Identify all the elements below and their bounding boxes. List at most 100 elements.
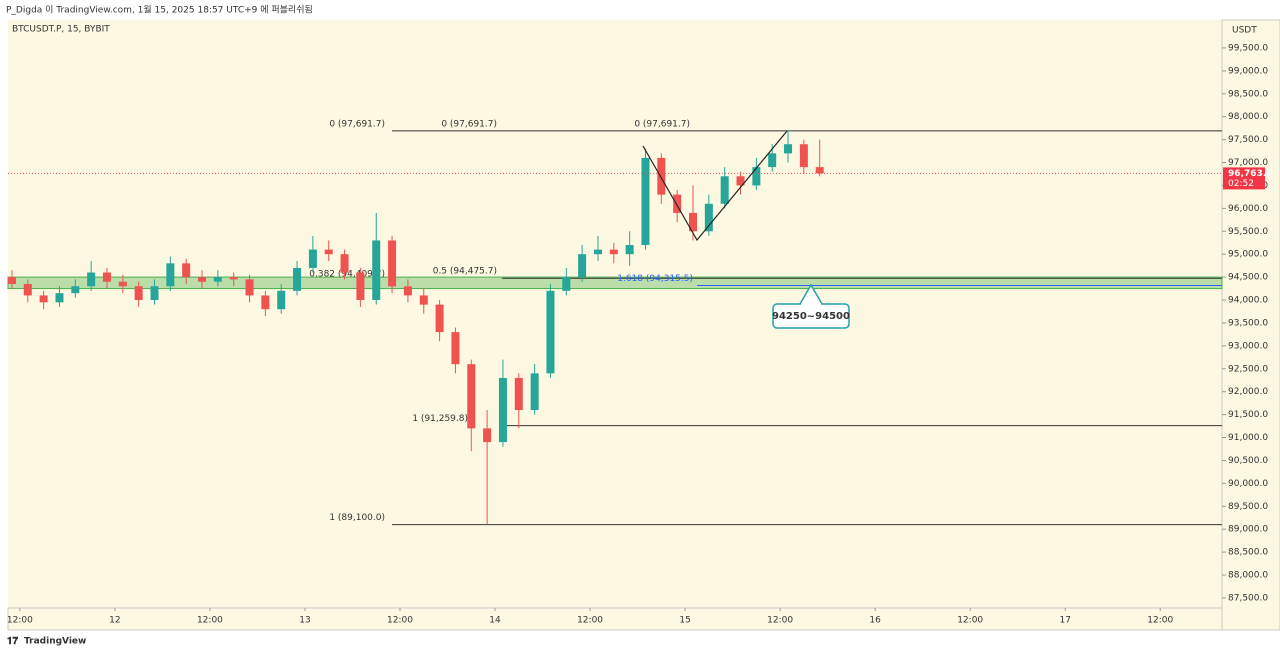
candle-body [815, 167, 824, 174]
candle-body [182, 263, 191, 278]
candle-body [752, 167, 761, 186]
y-tick-label: 95,000.0 [1228, 250, 1268, 260]
layer: 87,500.0 88,000.0 88,500.0 89,000.0 89,500.0… [7, 43, 1273, 625]
x-tick-label: 12:00 [7, 616, 33, 626]
candle-body [229, 277, 238, 280]
callout-label: 94250~94500 [772, 311, 850, 322]
brand: TradingView [24, 637, 86, 647]
x-tick-label: 12:00 [387, 616, 413, 626]
y-tick-label: 92,500.0 [1228, 364, 1268, 374]
fib-label: 0.382 (94,409.7) [309, 270, 385, 280]
candle-body [87, 272, 96, 287]
fib-label: 1.618 (94,315.5) [617, 274, 693, 284]
candle-body [562, 277, 571, 291]
candle-body [198, 277, 207, 282]
candle-body [768, 153, 777, 168]
plot-area [8, 20, 1222, 608]
candle-body [7, 277, 16, 284]
candle-body [150, 286, 159, 301]
candle-body [293, 267, 302, 291]
x-tick-label: 15 [679, 616, 690, 626]
y-tick-label: 99,000.0 [1228, 66, 1268, 76]
candle-body [784, 144, 793, 154]
y-tick-label: 93,000.0 [1228, 341, 1268, 351]
x-tick-label: 12:00 [577, 616, 603, 626]
y-tick-label: 97,500.0 [1228, 135, 1268, 145]
candle-body [324, 249, 333, 255]
candle-body [799, 144, 808, 168]
fib-label: 1 (89,100.0) [329, 513, 385, 523]
candle-body [578, 254, 587, 278]
y-tick-label: 98,000.0 [1228, 112, 1268, 122]
candle-body [261, 295, 270, 310]
candle-body [625, 245, 634, 255]
y-tick-label: 87,500.0 [1228, 593, 1268, 603]
candle-body [55, 293, 64, 303]
x-tick-label: 14 [489, 616, 501, 626]
candle-body [609, 249, 618, 255]
candle-body [23, 283, 32, 296]
candle-body [530, 373, 539, 411]
support-zone [7, 276, 1223, 290]
fib-label: 1 (91,259.8) [412, 414, 468, 424]
y-tick-label: 95,500.0 [1228, 227, 1268, 237]
pattern-line [642, 130, 788, 242]
candle-body [308, 249, 317, 268]
price-axis [1221, 19, 1280, 631]
candle-body [736, 176, 745, 186]
symbol: BTCUSDT.P, 15, BYBIT [12, 25, 110, 35]
candle-body [467, 364, 476, 429]
y-tick-label: 98,500.0 [1228, 89, 1268, 99]
candle-body [388, 240, 397, 287]
candle-body [593, 249, 602, 255]
fib-label: 0.5 (94,475.7) [433, 267, 497, 277]
candle-body [245, 279, 254, 296]
x-tick-label: 13 [299, 616, 310, 626]
candle-body [213, 277, 222, 282]
x-tick-label: 12:00 [197, 616, 223, 626]
time-axis [7, 607, 1223, 631]
y-tick-label: 91,500.0 [1228, 410, 1268, 420]
x-tick-label: 12:00 [957, 616, 983, 626]
fib-label: 0 (97,691.7) [634, 119, 690, 129]
x-tick-label: 12:00 [1147, 616, 1173, 626]
candle-body [372, 240, 381, 301]
candle-body [514, 377, 523, 411]
candle-body [134, 286, 143, 301]
fib-label: 0 (97,691.7) [441, 119, 497, 129]
brand-logo: 𝟏𝟕 [7, 636, 19, 647]
candle-body [340, 254, 349, 273]
x-tick-label: 12 [109, 616, 120, 626]
last-price-box [1223, 167, 1265, 190]
candle-body [704, 203, 713, 232]
candle-body [483, 428, 492, 443]
candle-body [419, 295, 428, 305]
y-tick-label: 92,000.0 [1228, 387, 1268, 397]
candle-body [546, 290, 555, 374]
candle-body [720, 176, 729, 204]
candle-body [451, 332, 460, 365]
candle-body [403, 286, 412, 296]
candle-body [102, 272, 111, 282]
candle-body [277, 290, 286, 310]
y-tick-label: 94,000.0 [1228, 296, 1268, 306]
fib-label: 0 (97,691.7) [329, 119, 385, 129]
last-price-label: 96,763.0 [1228, 169, 1272, 179]
currency: USDT [1232, 26, 1257, 36]
y-tick-label: 89,500.0 [1228, 502, 1268, 512]
y-tick-label: 88,000.0 [1228, 571, 1268, 581]
y-tick-label: 88,500.0 [1228, 548, 1268, 558]
candle-body [118, 281, 127, 287]
x-tick-label: 12:00 [767, 616, 793, 626]
candle-body [166, 263, 175, 287]
candle-body [435, 304, 444, 333]
publisher: P_Digda 이 TradingView.com, 1월 15, 2025 1… [6, 4, 313, 16]
callout-pointer [799, 283, 823, 305]
candle-body [71, 286, 80, 294]
candle-body [498, 377, 507, 443]
candle-body [356, 272, 365, 301]
y-tick-label: 94,500.0 [1228, 273, 1268, 283]
candle-body [641, 157, 650, 246]
